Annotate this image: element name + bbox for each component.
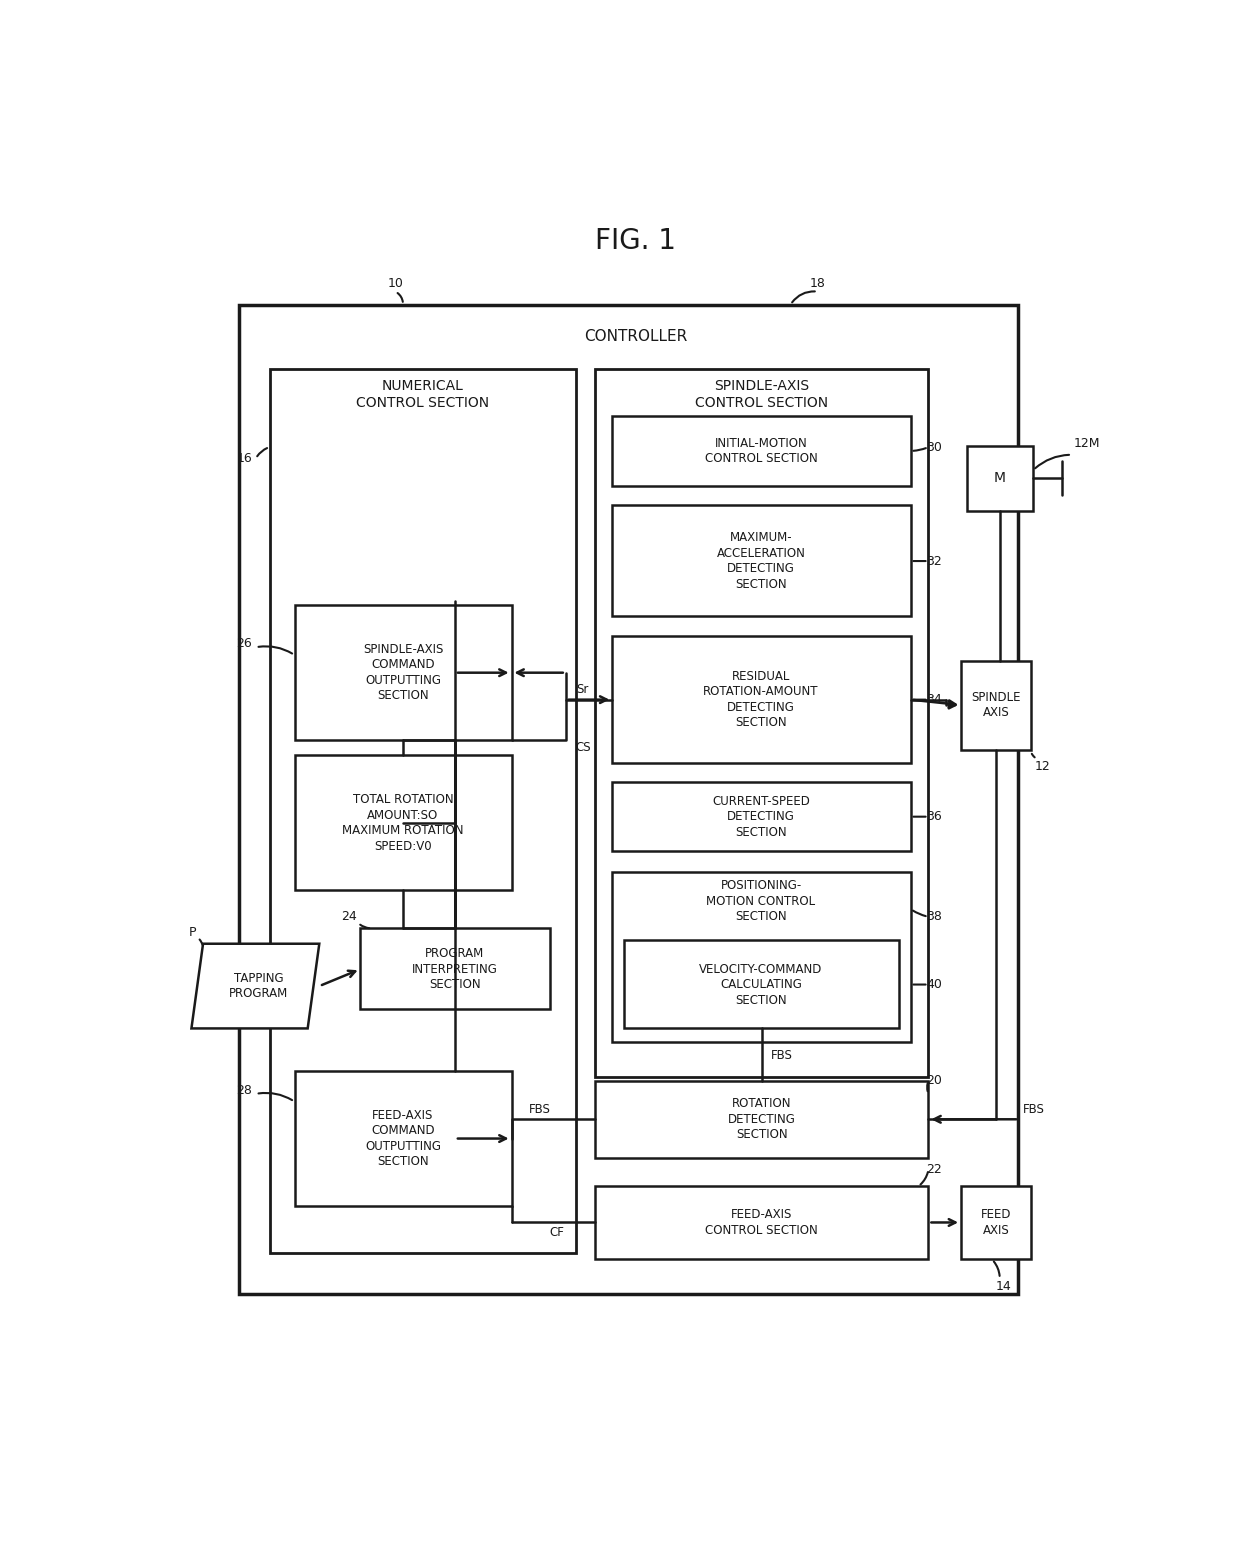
Text: FEED-AXIS
CONTROL SECTION: FEED-AXIS CONTROL SECTION <box>706 1209 818 1237</box>
Bar <box>613 417 910 485</box>
Bar <box>967 446 1033 511</box>
Text: VELOCITY-COMMAND
CALCULATING
SECTION: VELOCITY-COMMAND CALCULATING SECTION <box>699 962 822 1007</box>
Bar <box>361 928 551 1010</box>
Text: MAXIMUM-
ACCELERATION
DETECTING
SECTION: MAXIMUM- ACCELERATION DETECTING SECTION <box>717 531 806 591</box>
Polygon shape <box>191 943 320 1028</box>
Text: 16: 16 <box>237 452 252 465</box>
Bar <box>295 1072 511 1206</box>
Text: SPINDLE-AXIS
CONTROL SECTION: SPINDLE-AXIS CONTROL SECTION <box>696 380 828 411</box>
Text: 12: 12 <box>1034 760 1050 774</box>
Text: 30: 30 <box>926 440 942 454</box>
Text: 12M: 12M <box>1074 437 1100 449</box>
Bar <box>595 1081 929 1158</box>
Text: CONTROLLER: CONTROLLER <box>584 329 687 344</box>
Bar <box>613 636 910 763</box>
Text: 36: 36 <box>926 811 941 823</box>
Bar <box>295 605 511 740</box>
Text: 40: 40 <box>926 977 942 991</box>
Text: 20: 20 <box>926 1075 942 1087</box>
Text: Sr: Sr <box>575 682 588 696</box>
Text: 18: 18 <box>810 278 826 290</box>
Bar <box>595 369 929 1078</box>
Text: 32: 32 <box>926 554 941 568</box>
Bar <box>613 505 910 616</box>
Bar <box>238 304 1018 1294</box>
Text: SPINDLE-AXIS
COMMAND
OUTPUTTING
SECTION: SPINDLE-AXIS COMMAND OUTPUTTING SECTION <box>363 642 443 703</box>
Text: PROGRAM
INTERPRETING
SECTION: PROGRAM INTERPRETING SECTION <box>412 946 498 991</box>
Text: ROTATION
DETECTING
SECTION: ROTATION DETECTING SECTION <box>728 1098 796 1141</box>
Text: 26: 26 <box>237 638 252 650</box>
Text: CF: CF <box>549 1226 564 1238</box>
Text: FBS: FBS <box>528 1102 551 1116</box>
Bar <box>295 755 511 889</box>
Text: FBS: FBS <box>1023 1102 1045 1116</box>
Text: 14: 14 <box>996 1280 1012 1292</box>
Bar <box>624 940 899 1028</box>
Text: TOTAL ROTATION
AMOUNT:SO
MAXIMUM ROTATION
SPEED:V0: TOTAL ROTATION AMOUNT:SO MAXIMUM ROTATIO… <box>342 794 464 852</box>
Bar <box>961 661 1030 750</box>
Text: 10: 10 <box>387 278 403 290</box>
Bar <box>613 781 910 851</box>
Text: FBS: FBS <box>771 1048 794 1062</box>
Bar <box>961 1186 1030 1260</box>
Text: CURRENT-SPEED
DETECTING
SECTION: CURRENT-SPEED DETECTING SECTION <box>712 795 810 838</box>
Text: FEED
AXIS: FEED AXIS <box>981 1209 1011 1237</box>
Bar <box>270 369 575 1252</box>
Text: 28: 28 <box>236 1084 252 1096</box>
Text: SPINDLE
AXIS: SPINDLE AXIS <box>971 690 1021 720</box>
Text: 22: 22 <box>926 1163 941 1177</box>
Text: POSITIONING-
MOTION CONTROL
SECTION: POSITIONING- MOTION CONTROL SECTION <box>707 880 816 923</box>
Bar <box>595 1186 929 1260</box>
Text: INITIAL-MOTION
CONTROL SECTION: INITIAL-MOTION CONTROL SECTION <box>704 437 817 465</box>
Text: 34: 34 <box>926 693 941 706</box>
Bar <box>613 872 910 1042</box>
Text: P: P <box>188 926 196 939</box>
Text: 38: 38 <box>926 911 942 923</box>
Text: RESIDUAL
ROTATION-AMOUNT
DETECTING
SECTION: RESIDUAL ROTATION-AMOUNT DETECTING SECTI… <box>703 670 818 729</box>
Text: 24: 24 <box>341 911 357 923</box>
Text: TAPPING
PROGRAM: TAPPING PROGRAM <box>229 971 289 1001</box>
Text: FIG. 1: FIG. 1 <box>595 227 676 255</box>
Text: NUMERICAL
CONTROL SECTION: NUMERICAL CONTROL SECTION <box>356 380 489 411</box>
Text: M: M <box>993 471 1006 485</box>
Text: FEED-AXIS
COMMAND
OUTPUTTING
SECTION: FEED-AXIS COMMAND OUTPUTTING SECTION <box>365 1109 441 1169</box>
Text: CS: CS <box>575 741 591 753</box>
